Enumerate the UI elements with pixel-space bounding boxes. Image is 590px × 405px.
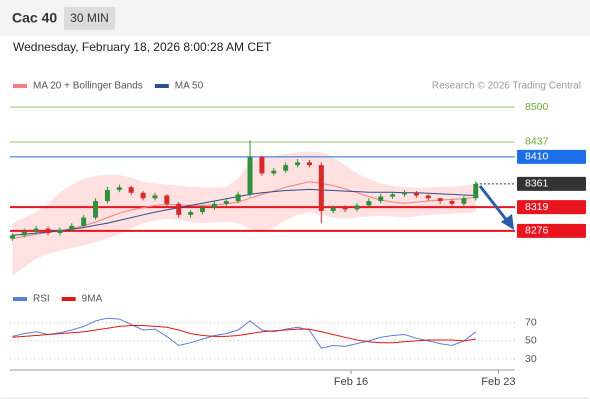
level-box bbox=[517, 176, 586, 191]
legend-label: RSI bbox=[33, 294, 50, 305]
level-label: 8500 bbox=[525, 101, 549, 113]
candle-body bbox=[366, 201, 372, 206]
x-tick-label: Feb 16 bbox=[334, 376, 368, 388]
candle-body bbox=[211, 203, 217, 208]
candle-body bbox=[128, 187, 134, 193]
level-label: 8410 bbox=[525, 151, 549, 163]
candle-body bbox=[295, 162, 301, 166]
candle-body bbox=[259, 156, 265, 174]
candle-body bbox=[57, 229, 63, 234]
legend-label: MA 50 bbox=[175, 81, 204, 92]
candle-body bbox=[354, 205, 360, 210]
candle-body bbox=[473, 183, 479, 199]
bollinger-band bbox=[12, 151, 476, 276]
moving-average bbox=[12, 188, 476, 236]
candle-body bbox=[116, 187, 122, 190]
timeframe: 30 MIN bbox=[70, 11, 109, 25]
candle-body bbox=[176, 203, 182, 215]
candle-body bbox=[21, 231, 27, 236]
candle-body bbox=[164, 195, 170, 204]
level-box bbox=[517, 200, 586, 215]
subtitle: Wednesday, February 18, 2026 8:00:28 AM … bbox=[13, 40, 272, 54]
candle-body bbox=[449, 201, 455, 204]
level-label: 8437 bbox=[525, 136, 549, 148]
candle-body bbox=[342, 207, 348, 210]
candle-body bbox=[378, 196, 384, 202]
candle-body bbox=[152, 195, 158, 199]
candle-body bbox=[401, 192, 407, 195]
candle-body bbox=[93, 201, 99, 218]
level-box bbox=[517, 223, 586, 238]
forecast-arrowhead bbox=[501, 214, 514, 230]
legend-swatch bbox=[13, 84, 27, 88]
candle-body bbox=[413, 192, 419, 196]
candle-body bbox=[318, 165, 324, 211]
candle-body bbox=[104, 189, 110, 202]
candle-body bbox=[390, 194, 396, 197]
candle-body bbox=[33, 228, 39, 232]
candle-body bbox=[45, 228, 51, 234]
rsi-line bbox=[12, 317, 477, 349]
legend-swatch bbox=[13, 297, 27, 301]
candle-body bbox=[223, 201, 229, 204]
timeframe-box bbox=[64, 7, 115, 30]
candle-body bbox=[283, 165, 289, 171]
candle-body bbox=[461, 198, 467, 204]
candle-body bbox=[306, 162, 312, 166]
candle-body bbox=[437, 198, 443, 202]
level-label: 8276 bbox=[525, 225, 549, 237]
candle-body bbox=[188, 212, 194, 215]
candle-body bbox=[81, 217, 87, 226]
candle-body bbox=[235, 194, 241, 202]
candle-body bbox=[425, 195, 431, 199]
y-tick-label: 70 bbox=[525, 317, 537, 329]
legend-swatch bbox=[61, 297, 76, 301]
candle-body bbox=[9, 235, 15, 239]
x-tick-label: Feb 23 bbox=[481, 376, 515, 388]
source: Research © 2026 Trading Central bbox=[432, 81, 581, 92]
candle-body bbox=[69, 225, 75, 230]
legend-label: MA 20 + Bollinger Bands bbox=[33, 81, 143, 92]
level-label: 8361 bbox=[525, 178, 549, 190]
candle-body bbox=[140, 192, 146, 199]
forecast-arrow bbox=[478, 185, 510, 223]
y-tick-label: 30 bbox=[525, 353, 537, 365]
candle-body bbox=[330, 207, 336, 211]
rsi-line bbox=[12, 325, 476, 344]
y-tick-label: 50 bbox=[525, 335, 537, 347]
level-label: 8319 bbox=[525, 201, 549, 213]
moving-average bbox=[12, 181, 476, 240]
level-box bbox=[517, 149, 586, 164]
legend-label: 9MA bbox=[82, 294, 103, 305]
legend-swatch bbox=[154, 84, 169, 88]
candle-body bbox=[247, 156, 253, 195]
candle-body bbox=[199, 207, 205, 213]
candle-body bbox=[271, 170, 277, 174]
chart-title: Cac 40 bbox=[12, 10, 57, 26]
